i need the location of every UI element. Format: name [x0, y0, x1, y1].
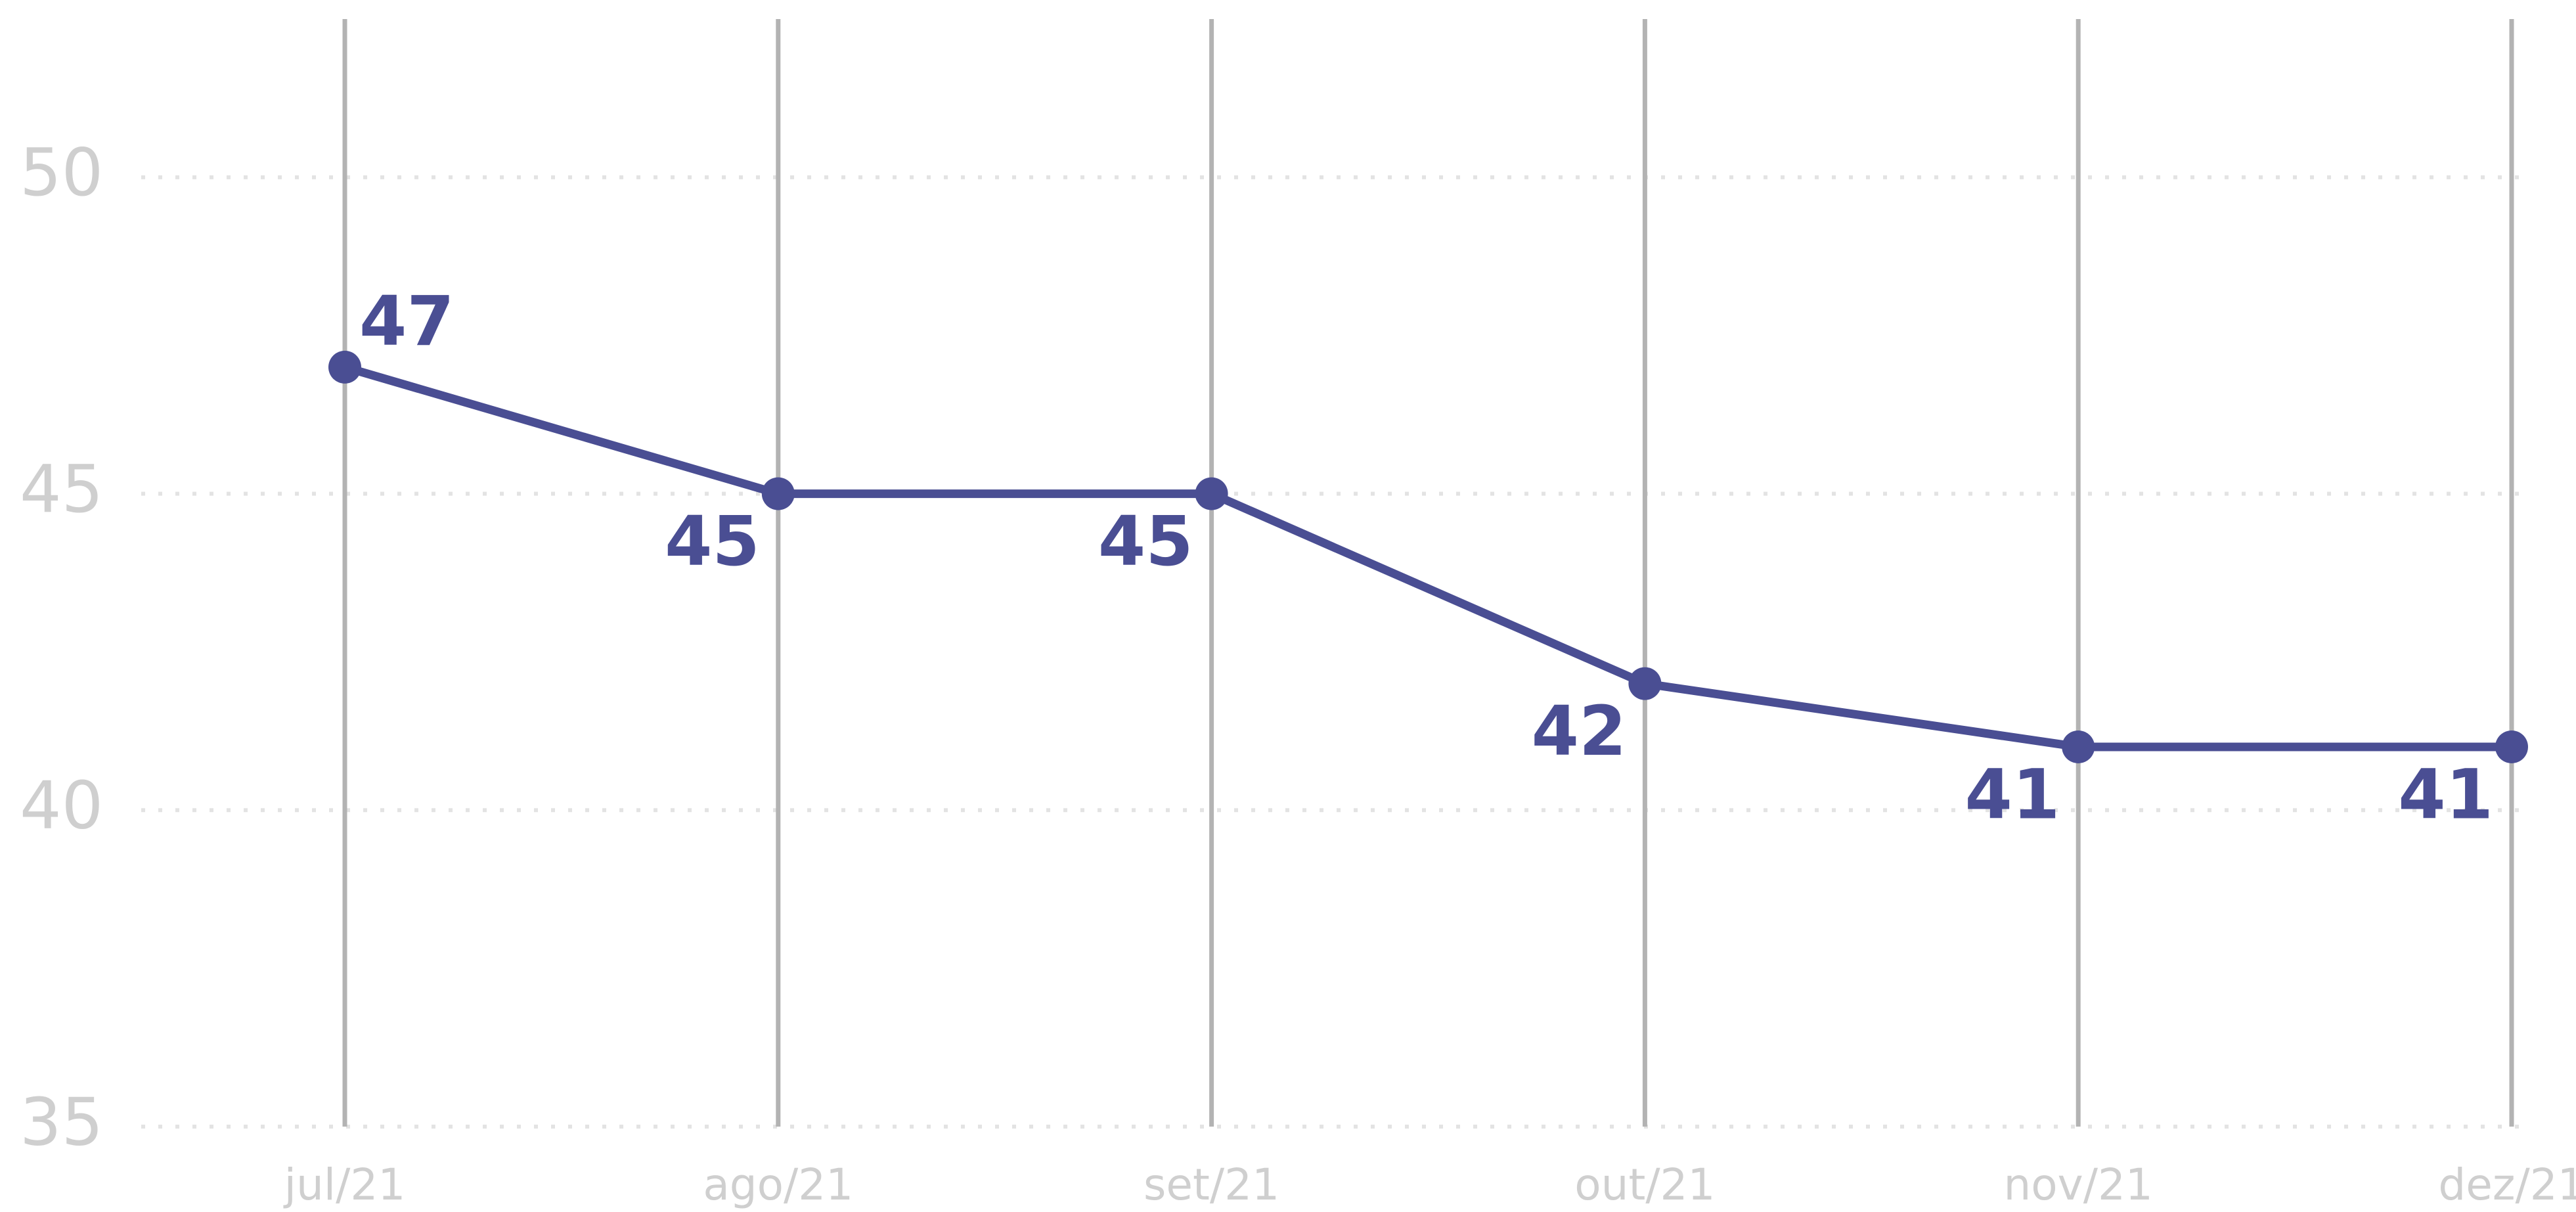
x-tick-label: out/21 [1574, 1159, 1715, 1210]
data-point [1628, 667, 1662, 700]
data-label: 45 [1098, 501, 1193, 581]
data-point [761, 477, 795, 510]
data-label: 41 [1965, 754, 2060, 834]
data-point [328, 350, 361, 384]
data-label: 47 [359, 281, 455, 361]
x-tick-label: jul/21 [283, 1159, 406, 1210]
x-tick-label: dez/21 [2438, 1159, 2576, 1210]
y-tick-label: 35 [20, 1083, 103, 1160]
x-tick-label: set/21 [1144, 1159, 1279, 1210]
data-label: 42 [1532, 691, 1627, 771]
x-tick-label: nov/21 [2003, 1159, 2153, 1210]
data-point [1195, 477, 1228, 510]
y-tick-label: 45 [20, 451, 103, 527]
data-label: 45 [665, 501, 760, 581]
x-tick-label: ago/21 [703, 1159, 853, 1210]
data-label: 41 [2398, 754, 2493, 834]
data-point [2495, 730, 2528, 763]
series-line [344, 363, 2512, 752]
y-tick-label: 40 [20, 767, 103, 844]
data-point [2062, 730, 2095, 763]
y-tick-label: 50 [20, 134, 103, 211]
